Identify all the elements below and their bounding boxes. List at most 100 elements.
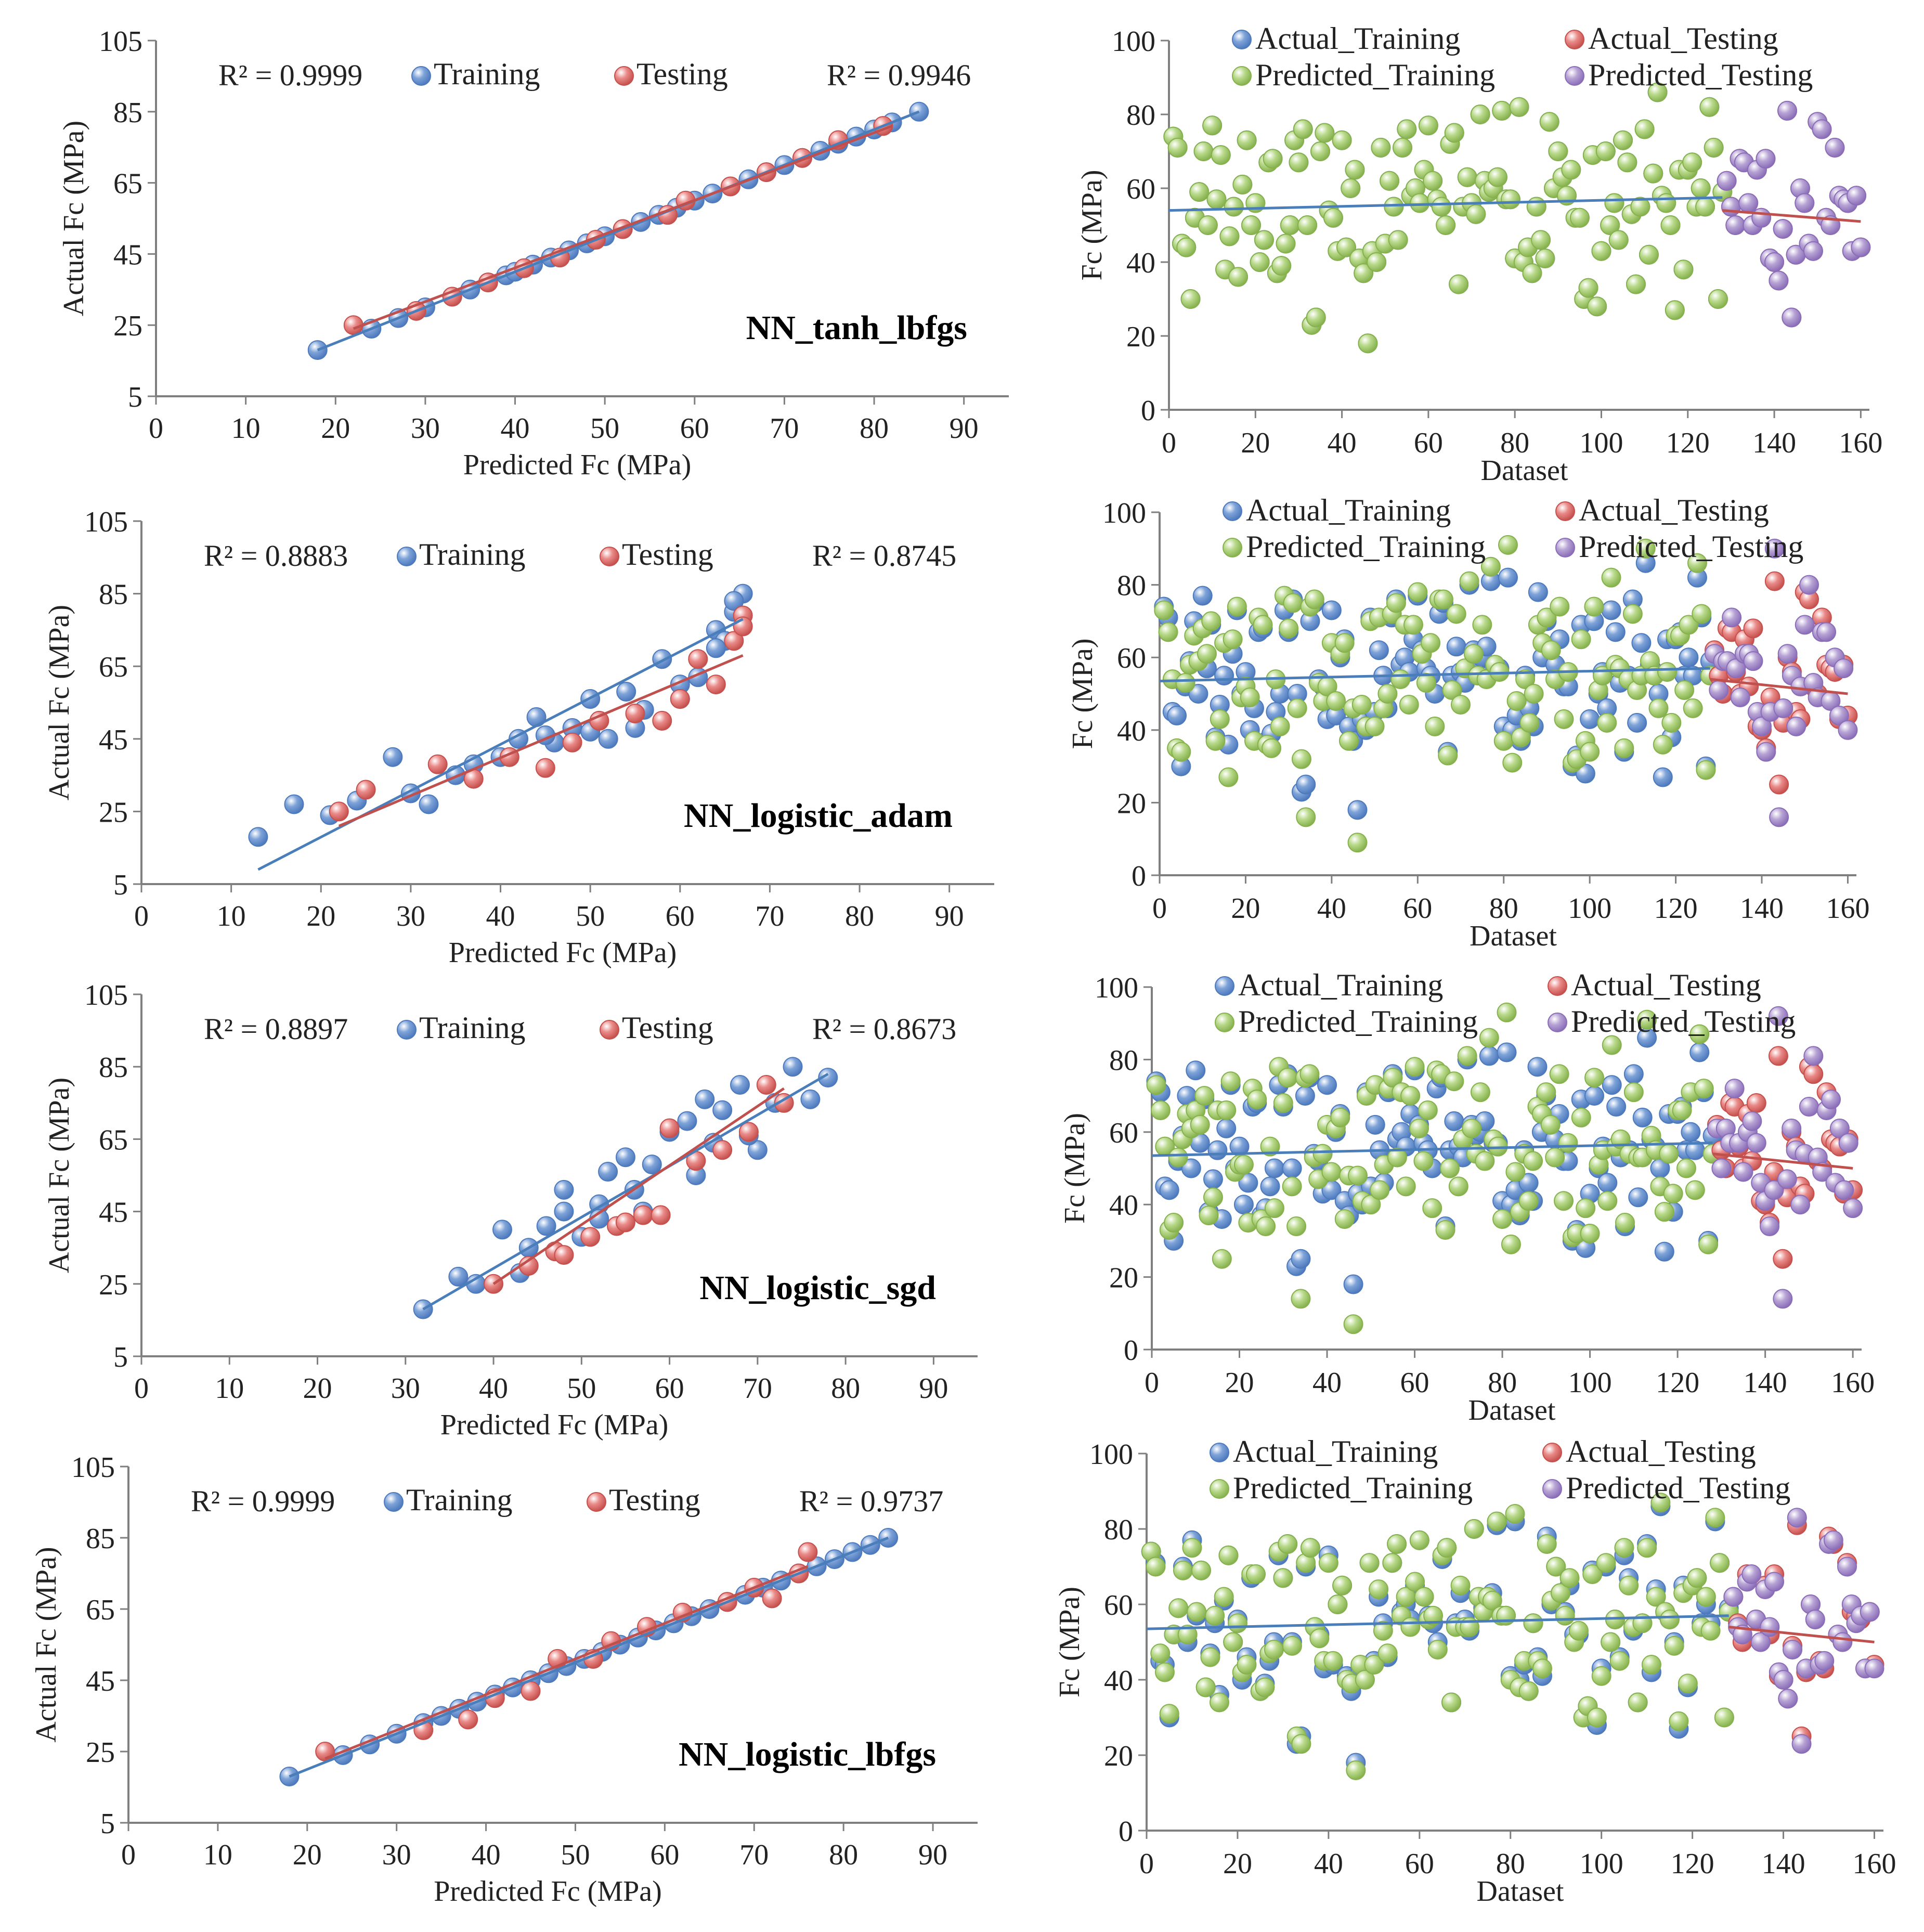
predicted-training-point [1332,130,1352,150]
predicted-training-point [1511,727,1531,747]
legend-actual-training-marker [1215,976,1234,996]
y-axis-label: Actual Fc (MPa) [43,605,75,800]
y-axis-label: Fc (MPa) [1067,638,1099,749]
actual-training-point [1653,767,1673,787]
predicted-training-point [1347,833,1368,853]
predicted-training-point [1399,694,1419,715]
predicted-training-point [1245,1564,1266,1584]
predicted-training-point [1218,767,1239,787]
predicted-training-point [1171,742,1191,762]
predicted-training-point [1487,1511,1507,1532]
predicted-training-point [1291,1289,1311,1309]
x-tick-label: 140 [1762,1848,1805,1880]
predicted-training-point [1232,174,1253,195]
x-tick-label: 0 [134,1372,149,1405]
model-name-label: NN_logistic_sgd [699,1269,936,1307]
predicted-training-point [1436,215,1456,235]
predicted-training-point [1613,130,1633,150]
predicted-training-point [1505,1504,1525,1524]
x-tick-label: 10 [215,1372,244,1405]
predicted-testing-point [1838,1133,1858,1153]
predicted-training-point [1323,1651,1343,1671]
predicted-training-point [1386,593,1406,613]
predicted-training-point [1282,1176,1302,1197]
legend-training-marker [397,1020,417,1040]
legend-testing-marker [600,547,619,566]
predicted-testing-point [1799,1097,1819,1117]
testing-trendline [338,654,744,827]
predicted-training-point [1438,745,1458,766]
x-tick-label: 0 [149,412,163,445]
predicted-testing-point [1803,241,1823,261]
predicted-training-point [1653,734,1673,755]
predicted-training-point [1341,178,1361,198]
predicted-training-point [1387,1147,1407,1168]
testing-point [427,754,448,774]
y-tick-label: 45 [113,239,142,271]
predicted-testing-point [1756,149,1776,169]
predicted-training-point [1475,1151,1495,1171]
testing-point [356,780,376,800]
predicted-training-point [1561,160,1581,180]
predicted-training-point [1241,215,1261,235]
x-tick-label: 60 [1414,427,1443,459]
training-trendline [1168,196,1723,212]
predicted-training-point [1441,1692,1462,1713]
x-tick-label: 50 [567,1372,596,1405]
predicted-training-point [1202,115,1223,136]
predicted-training-point [1273,1093,1293,1113]
predicted-training-point [1502,753,1523,773]
x-axis-label: Dataset [1481,455,1568,487]
predicted-testing-point [1752,716,1772,736]
legend-predicted-training-label: Predicted_Training [1238,1004,1478,1039]
predicted-training-point [1250,252,1270,272]
x-tick-label: 90 [918,1839,947,1871]
predicted-training-point [1595,141,1616,161]
y-tick-label: 25 [99,1269,128,1301]
predicted-training-point [1146,1075,1166,1095]
actual-training-point [1343,1274,1363,1294]
model-name-label: NN_logistic_lbfgs [679,1735,936,1773]
legend-testing-label: Testing [636,57,728,91]
predicted-training-point [1536,1082,1556,1103]
predicted-training-point [1448,1176,1468,1197]
predicted-training-point [1674,680,1695,701]
predicted-training-point [1330,1107,1350,1127]
predicted-testing-point [1790,1195,1811,1215]
predicted-training-point [1602,1035,1622,1055]
scatter-panel-3: 0 10 20 30 40 50 60 70 80 90 5 25 45 65 85 105 Predicted… [43,979,978,1441]
predicted-training-point [1276,234,1296,254]
predicted-training-point [1390,669,1411,690]
predicted-training-point [1371,137,1391,158]
predicted-training-point [1173,1560,1193,1580]
actual-training-point [1628,1187,1648,1208]
actual-training-point [1681,1122,1701,1142]
predicted-training-point [1546,1557,1566,1577]
training-trendline [1151,1142,1713,1157]
predicted-training-point [1550,1583,1570,1603]
predicted-training-point [1279,618,1299,639]
training-point [730,1075,750,1095]
actual-training-point [1632,1107,1653,1127]
predicted-training-point [1273,1568,1293,1588]
r2-training-label: R² = 0.9999 [191,1484,335,1518]
actual-testing-point [1769,774,1789,795]
predicted-training-point [1559,1568,1580,1588]
predicted-training-point [1309,1628,1330,1649]
testing-trendline [324,1565,809,1760]
actual-training-point [1527,1057,1548,1077]
predicted-training-point [1660,215,1681,235]
x-tick-label: 100 [1580,1848,1623,1880]
training-point [419,794,439,814]
legend-actual-testing-label: Actual_Testing [1579,493,1769,527]
predicted-training-point [1450,1575,1471,1596]
predicted-training-point [1449,274,1469,294]
x-tick-label: 0 [1139,1848,1154,1880]
testing-trendline [1722,209,1861,223]
predicted-training-point [1661,712,1682,733]
x-axis-label: Predicted Fc (MPa) [440,1409,669,1441]
y-tick-label: 25 [113,310,142,342]
predicted-training-point [1623,1082,1644,1103]
x-tick-label: 0 [1152,892,1167,925]
predicted-testing-point [1782,307,1802,328]
